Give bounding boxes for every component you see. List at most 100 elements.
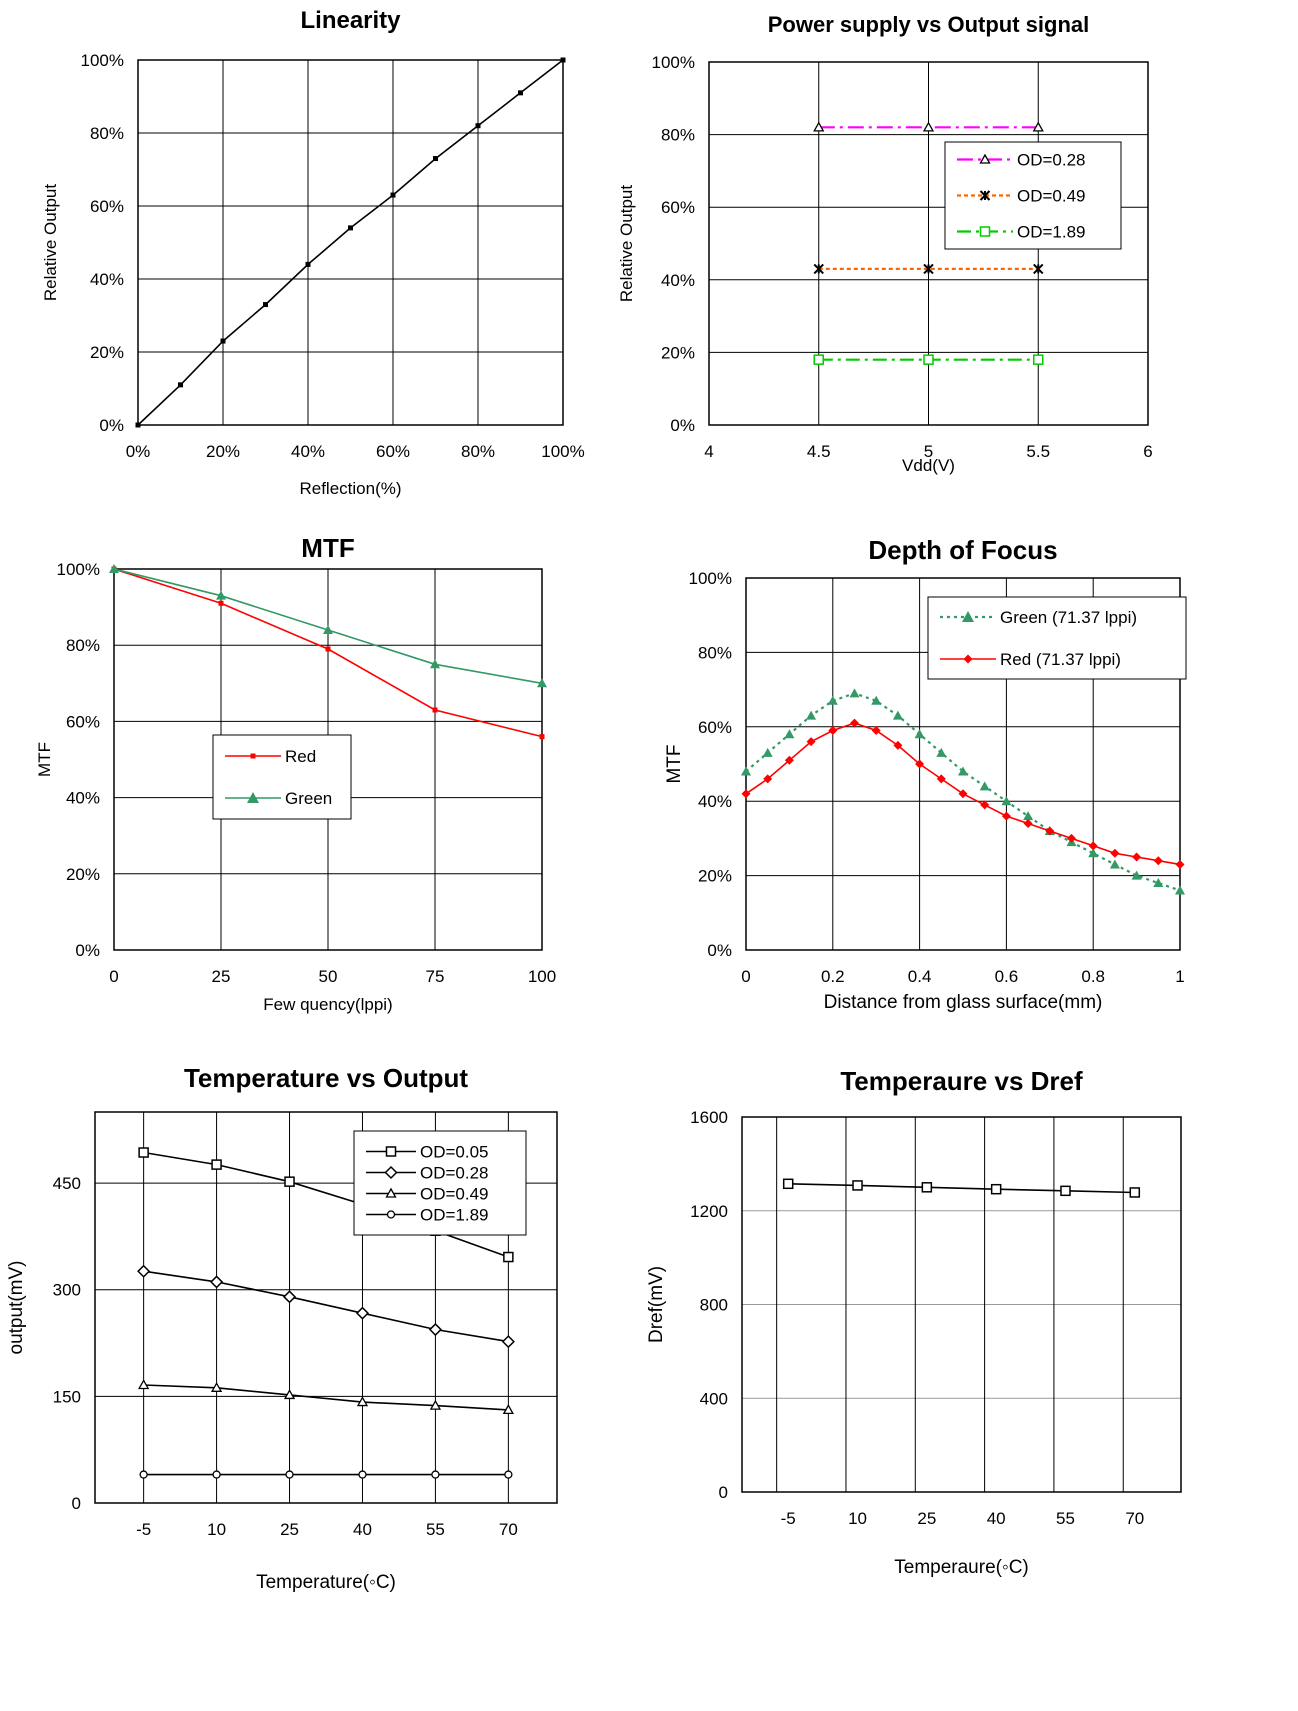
x-tick-label: 55 [1056,1509,1075,1528]
gridlines [742,1116,1181,1493]
data-point [980,800,990,810]
data-point [1023,819,1033,829]
data-point [433,156,438,162]
data-point [283,1389,296,1400]
series-2 [109,564,547,688]
chart-title: MTF [301,533,354,563]
y-tick-label: 0 [719,1483,728,1502]
x-tick-label: 40 [987,1509,1006,1528]
data-point [962,611,974,622]
data-point [979,153,991,164]
data-point [263,302,268,308]
plot-frame [745,577,1181,951]
x-tick-label: 0 [741,967,750,986]
y-tick-label: 60% [698,718,732,737]
series-1 [782,1178,1141,1198]
legend: OD=0.05 OD=0.28 OD=0.49 OD=1.89 [353,1130,527,1236]
data-point [1060,1185,1071,1197]
x-tick-label: 55 [426,1520,445,1539]
x-axis-label: Temperature(◦C) [256,1572,396,1593]
y-tick-label: 0% [75,941,100,960]
x-tick-label: 25 [280,1520,299,1539]
x-tick-label: 20% [206,442,240,461]
data-point [1045,826,1055,836]
x-tick-label: 75 [426,967,445,986]
data-point [138,1147,149,1158]
data-point [871,726,881,736]
y-tick-label: 0% [670,416,695,435]
data-point [1132,852,1142,862]
data-point [813,263,824,275]
x-tick-label: 0.2 [821,967,845,986]
legend-box [353,1130,527,1236]
y-tick-label: 80% [90,124,124,143]
data-point [813,354,824,365]
data-point [210,1275,224,1289]
x-axis-label: Reflection(%) [299,479,401,498]
data-point [348,225,353,231]
series-2 [137,1264,515,1349]
legend-label: OD=1.89 [1017,223,1086,242]
data-point [963,654,973,664]
x-tick-label: 5 [924,442,933,461]
data-point [518,90,523,96]
data-point [247,792,259,803]
chart-5: Temperature vs Output -5 10 25 40 55 70 0 150 300… [6,1063,558,1593]
legend: Green (71.37 lppi) Red (71.37 lppi) [927,596,1187,680]
x-tick-label: 0.6 [995,967,1019,986]
series-line [788,1183,1135,1194]
data-point [218,600,224,606]
chart-title: Depth of Focus [868,535,1057,565]
data-point [358,1470,367,1479]
y-tick-label: 1600 [690,1108,728,1127]
data-point [432,707,438,713]
y-tick-label: 1200 [690,1202,728,1221]
legend-label: Green (71.37 lppi) [1000,608,1137,627]
x-tick-label: 80% [461,442,495,461]
data-point [475,123,481,129]
data-point [979,226,991,237]
y-tick-label: 20% [66,865,100,884]
x-tick-label: 70 [499,1520,518,1539]
data-point [1110,848,1120,858]
chart-4: Depth of Focus 0 0.2 0.4 0.6 0.8 1 0% 20% 40% 60% 8… [664,535,1187,1013]
data-point [1067,833,1076,843]
y-tick-label: 20% [698,867,732,886]
y-tick-label: 20% [661,343,695,362]
data-point [250,753,256,759]
data-point [1088,841,1098,851]
data-point [849,688,860,698]
y-axis-label: MTF [35,742,54,777]
y-tick-label: 100% [81,51,124,70]
data-point [139,1470,148,1479]
y-tick-label: 40% [698,792,732,811]
series-line [137,59,564,426]
legend: Red Green [212,734,352,820]
data-point [385,1187,397,1198]
data-point [138,1379,150,1390]
data-point [385,1146,397,1157]
data-point [135,422,141,428]
data-point [502,1404,514,1415]
x-tick-label: 40 [353,1520,372,1539]
data-point [893,740,903,750]
x-tick-label: 4 [704,442,713,461]
series-line [143,1270,509,1343]
x-tick-label: 100% [541,442,584,461]
chart-3: MTF 0 25 50 75 100 0% 20% 40% 60% 80% 100% Few quenc… [35,533,556,1014]
data-point [958,766,968,776]
data-point [1175,859,1185,869]
data-point [806,737,816,747]
legend-label: OD=0.49 [1017,187,1086,206]
data-point [325,646,331,652]
data-point [212,1470,221,1479]
legend-label: Green [285,789,332,808]
data-point [914,729,925,739]
x-tick-label: 25 [212,967,231,986]
data-point [386,1210,396,1219]
data-point [431,1470,440,1479]
x-tick-label: 0% [126,442,151,461]
legend-box [212,734,352,820]
x-tick-label: -5 [136,1520,151,1539]
